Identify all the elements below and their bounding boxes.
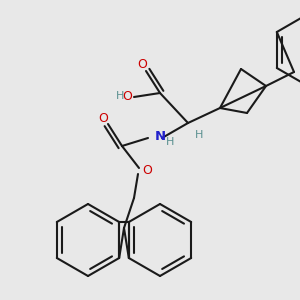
Text: N: N <box>155 130 166 143</box>
Text: H: H <box>116 91 124 101</box>
Text: O: O <box>142 164 152 178</box>
Text: H: H <box>195 130 203 140</box>
Text: O: O <box>98 112 108 125</box>
Text: H: H <box>166 137 174 147</box>
Text: O: O <box>122 89 132 103</box>
Text: O: O <box>137 58 147 71</box>
